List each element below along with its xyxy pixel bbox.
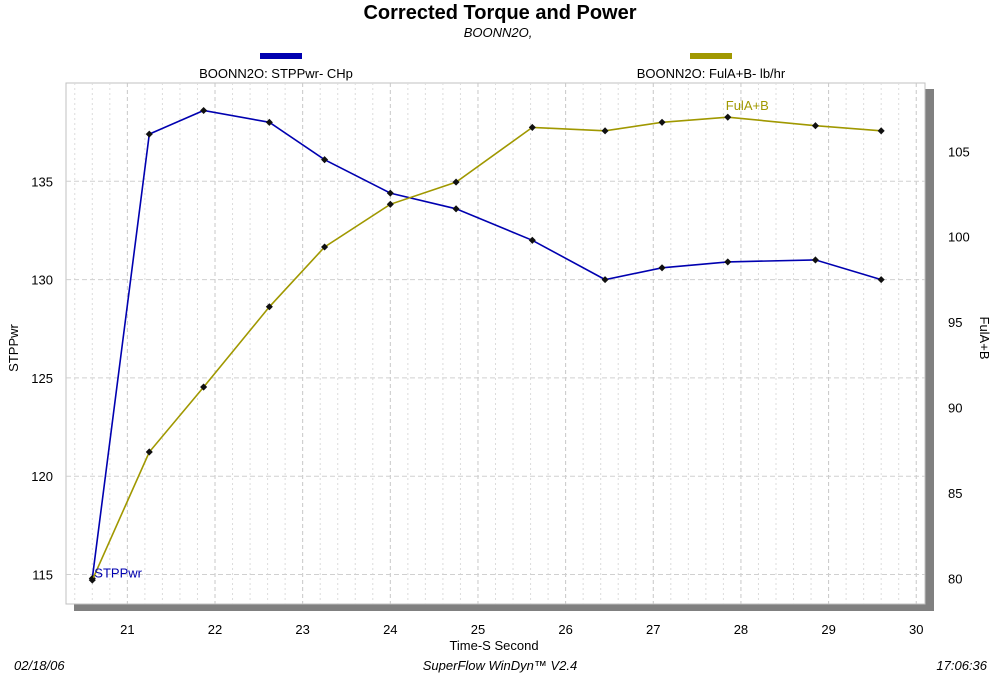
x-tick-label: 23	[295, 622, 309, 637]
y-right-tick-label: 105	[948, 144, 970, 159]
series-label-1: STPPwr	[94, 565, 142, 580]
y-right-tick-label: 90	[948, 401, 962, 416]
data-point	[658, 264, 666, 272]
y-left-tick-label: 130	[31, 273, 53, 288]
data-point	[528, 123, 536, 131]
series-layer: STPPwr FulA+B	[88, 98, 885, 584]
x-tick-label: 25	[471, 622, 485, 637]
data-point	[601, 276, 609, 284]
x-tick-label: 26	[558, 622, 572, 637]
data-point	[877, 127, 885, 135]
x-tick-label: 24	[383, 622, 397, 637]
y-right-tick-label: 85	[948, 486, 962, 501]
data-point	[528, 236, 536, 244]
data-point	[811, 256, 819, 264]
y-axis-left-label: STPPwr	[6, 323, 21, 371]
data-point	[658, 118, 666, 126]
y-axis-right-label: FulA+B	[977, 317, 992, 360]
data-point	[452, 178, 460, 186]
footer-date: 02/18/06	[14, 658, 65, 673]
x-axis-label: Time-S Second	[449, 638, 538, 653]
data-point	[386, 189, 394, 197]
data-point	[724, 113, 732, 121]
data-point	[877, 276, 885, 284]
y-right-tick-label: 80	[948, 571, 962, 586]
y-left-tick-label: 125	[31, 371, 53, 386]
chart-subtitle: BOONN2O,	[464, 25, 533, 40]
y-right-tick-label: 100	[948, 230, 970, 245]
x-tick-label: 30	[909, 622, 923, 637]
legend-label-series-2: BOONN2O: FulA+B- lb/hr	[637, 66, 786, 81]
x-tick-label: 22	[208, 622, 222, 637]
data-point	[321, 243, 329, 251]
data-point	[265, 303, 273, 311]
data-point	[811, 122, 819, 130]
legend-swatch-series-2	[690, 53, 732, 59]
y-right-tick-label: 95	[948, 315, 962, 330]
data-point	[321, 156, 329, 164]
tick-labels: 21 22 23 24 25 26 27 28 29 30 115 120 125 130 135 80 85 9…	[31, 144, 969, 637]
chart-title: Corrected Torque and Power	[363, 2, 636, 24]
legend-label-series-1: BOONN2O: STPPwr- CHp	[199, 66, 353, 81]
data-point	[452, 205, 460, 213]
data-point	[145, 448, 153, 456]
data-point	[724, 258, 732, 266]
y-left-tick-label: 115	[32, 568, 53, 583]
x-tick-label: 27	[646, 622, 660, 637]
data-point	[386, 200, 394, 208]
data-point	[88, 576, 96, 584]
y-left-tick-label: 135	[31, 174, 53, 189]
data-point	[601, 127, 609, 135]
x-tick-label: 29	[821, 622, 835, 637]
series-label-2: FulA+B	[726, 98, 769, 113]
data-point	[200, 106, 208, 115]
legend-swatch-series-1	[260, 53, 302, 59]
grid	[66, 83, 925, 604]
footer-software: SuperFlow WinDyn™ V2.4	[423, 658, 578, 673]
plot-shadow-right	[925, 89, 934, 611]
data-point	[265, 118, 273, 126]
x-tick-label: 28	[734, 622, 748, 637]
plot-shadow-bottom	[74, 604, 934, 611]
data-point	[200, 383, 208, 391]
y-left-tick-label: 120	[31, 469, 53, 484]
data-point	[145, 130, 153, 138]
footer-time: 17:06:36	[936, 658, 987, 673]
x-tick-label: 21	[120, 622, 134, 637]
